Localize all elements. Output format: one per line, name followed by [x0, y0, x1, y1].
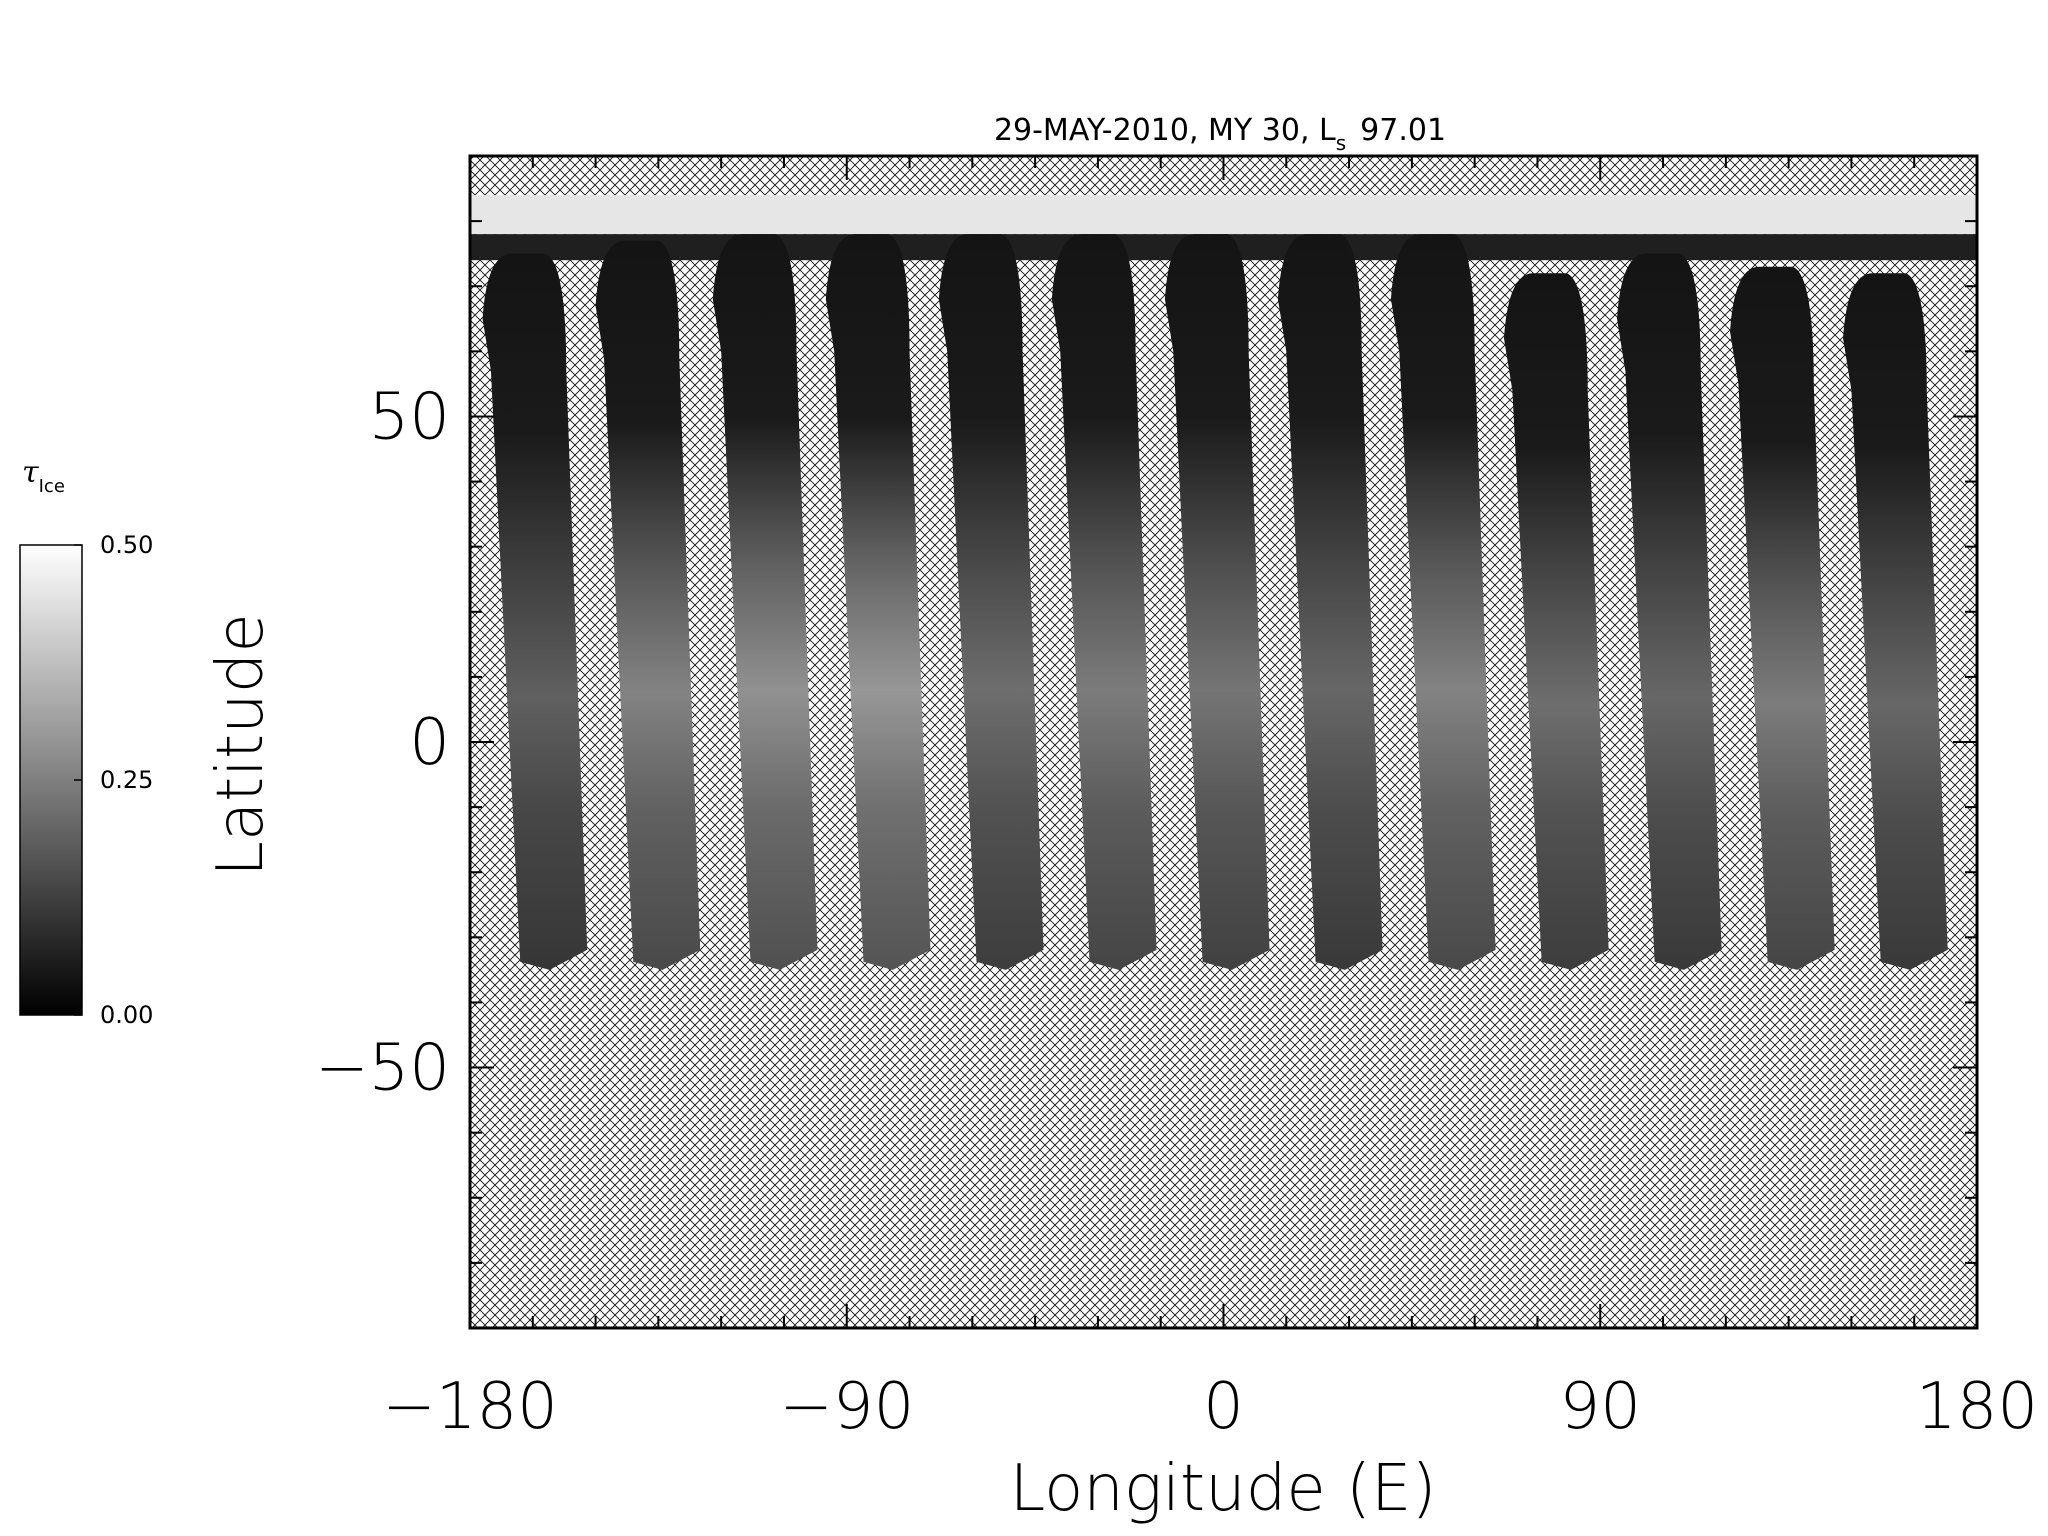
y-tick-label: 0 [409, 706, 450, 780]
x-tick-label: −90 [779, 1370, 914, 1444]
orbit-swath [825, 234, 931, 970]
colorbar-tick-label: 0.00 [100, 1001, 153, 1029]
orbit-swath [1616, 253, 1722, 970]
orbit-swath [1051, 234, 1157, 970]
orbit-swath [1503, 273, 1609, 970]
x-axis-title: Longitude (E) [1010, 1452, 1437, 1526]
x-tick-label: 0 [1203, 1370, 1244, 1444]
orbit-swath [1164, 234, 1270, 970]
orbit-swath [938, 234, 1044, 970]
orbit-swath [595, 240, 701, 970]
colorbar [19, 544, 83, 1016]
colorbar-ticks: 0.00 0.25 0.50 [74, 531, 153, 1029]
orbit-swath [482, 253, 588, 970]
chart-title: 29-MAY-2010, MY 30, Ls 97.01 [994, 113, 1446, 155]
orbit-swath [1390, 234, 1496, 970]
y-axis-title: Latitude [204, 613, 278, 876]
colorbar-tick-label: 0.25 [100, 766, 153, 794]
polar-cap-band [470, 195, 1977, 235]
orbit-swath [1730, 266, 1835, 970]
colorbar-title: τIce [22, 455, 65, 497]
title-value: 97.01 [1360, 113, 1446, 148]
x-tick-label: 180 [1916, 1370, 2038, 1444]
orbit-swath [1277, 234, 1383, 970]
data-layer [470, 195, 1977, 970]
colorbar-tick-label: 0.50 [100, 531, 153, 559]
orbit-swath [1843, 273, 1948, 970]
x-tick-label: −180 [382, 1370, 558, 1444]
orbit-swath [712, 234, 818, 970]
title-subscript: s [1336, 131, 1346, 155]
tick-layer: −180 −90 0 90 180 −50 0 50 [315, 156, 2038, 1444]
x-tick-label: 90 [1560, 1370, 1641, 1444]
y-tick-label: −50 [315, 1032, 450, 1106]
colorbar-title-subscript: Ice [39, 476, 65, 497]
y-tick-label: 50 [369, 380, 450, 454]
